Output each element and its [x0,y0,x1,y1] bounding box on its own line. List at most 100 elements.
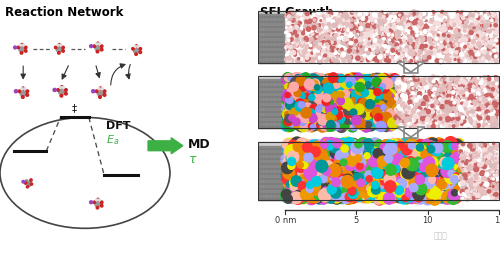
Circle shape [476,84,480,87]
Circle shape [312,105,320,114]
Circle shape [378,174,391,186]
Circle shape [489,153,493,157]
Circle shape [382,166,392,177]
Circle shape [438,54,440,56]
Circle shape [407,155,413,161]
Circle shape [350,28,354,31]
Circle shape [361,120,368,127]
Circle shape [400,191,412,204]
Circle shape [447,182,458,193]
Circle shape [319,142,329,152]
Circle shape [475,152,477,154]
Circle shape [296,52,298,54]
Circle shape [314,149,320,155]
Circle shape [354,100,361,108]
Circle shape [342,98,351,107]
Circle shape [300,85,311,96]
Circle shape [406,164,416,173]
Circle shape [477,114,480,117]
Circle shape [355,184,362,192]
Circle shape [480,39,484,43]
Circle shape [419,22,423,26]
Circle shape [378,156,388,167]
Circle shape [398,152,408,163]
Circle shape [319,95,324,100]
Circle shape [395,85,398,87]
Circle shape [428,172,435,179]
Circle shape [354,47,358,50]
Circle shape [420,188,427,196]
Circle shape [420,181,426,188]
Circle shape [331,55,334,59]
Circle shape [318,181,328,191]
Circle shape [432,11,434,14]
Circle shape [460,76,462,78]
Circle shape [484,123,487,126]
Circle shape [488,157,491,160]
Circle shape [439,37,443,41]
Circle shape [372,117,383,128]
Circle shape [392,182,404,195]
Circle shape [479,143,483,147]
Circle shape [384,82,390,87]
Circle shape [396,34,398,36]
Circle shape [412,152,420,161]
Circle shape [291,137,303,149]
Circle shape [476,166,480,170]
Circle shape [372,182,380,189]
Circle shape [460,11,464,15]
Circle shape [334,20,335,22]
Circle shape [474,171,476,173]
Circle shape [426,86,431,90]
Circle shape [303,166,310,173]
Circle shape [335,74,341,80]
Circle shape [336,140,346,150]
Circle shape [488,180,492,184]
Circle shape [476,195,480,198]
Circle shape [339,143,348,152]
Circle shape [406,138,418,151]
Circle shape [486,116,490,120]
Circle shape [445,100,450,104]
Circle shape [423,101,427,105]
Circle shape [304,112,314,123]
Circle shape [452,179,463,191]
Circle shape [348,106,356,112]
Circle shape [420,147,429,155]
Circle shape [478,194,482,198]
Circle shape [380,124,386,130]
Circle shape [438,24,440,26]
Circle shape [444,137,457,149]
Circle shape [319,189,332,202]
Circle shape [365,115,374,125]
Circle shape [382,103,387,108]
Circle shape [293,58,296,61]
Circle shape [482,178,484,180]
Circle shape [400,143,408,151]
Circle shape [306,38,310,41]
Circle shape [452,144,463,156]
Circle shape [367,167,378,178]
Circle shape [372,93,380,101]
Circle shape [404,152,414,163]
Circle shape [420,173,427,180]
Circle shape [416,193,422,199]
Circle shape [344,148,354,159]
Circle shape [434,192,440,198]
Circle shape [449,143,456,149]
Circle shape [425,95,428,98]
Circle shape [364,95,371,102]
Circle shape [412,101,414,103]
Circle shape [380,31,382,33]
Circle shape [308,15,310,18]
Circle shape [324,156,336,168]
Circle shape [368,44,370,47]
Circle shape [358,119,364,125]
Circle shape [355,169,361,175]
Circle shape [424,12,428,16]
Circle shape [438,175,449,186]
Circle shape [404,86,406,89]
Circle shape [292,118,297,123]
Circle shape [414,47,415,49]
Circle shape [330,93,340,102]
